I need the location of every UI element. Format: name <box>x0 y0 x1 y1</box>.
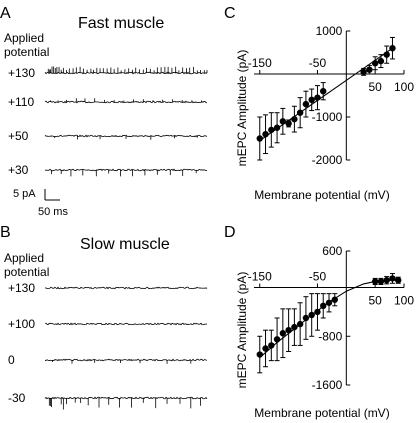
panel-c-chart: -150 -50 50 100 1000 -1000 -2000 <box>248 24 415 167</box>
current-trace <box>44 322 208 326</box>
x-tick-label: 100 <box>394 80 414 94</box>
panel-d-xlabel: Membrane potential (mV) <box>254 406 389 420</box>
data-point <box>291 115 298 123</box>
x-tick-label: 50 <box>368 80 382 94</box>
panel-c-xlabel: Membrane potential (mV) <box>254 188 389 202</box>
panel-a-header-line2: potential <box>4 45 49 59</box>
data-point <box>371 60 379 67</box>
data-point <box>302 314 310 322</box>
trace-label: +130 <box>8 281 35 295</box>
data-point <box>268 342 275 349</box>
x-tick-label: -50 <box>309 56 327 70</box>
panel-c-ylabel: mEPC Amplitude (pA) <box>235 50 249 167</box>
data-point <box>262 131 269 138</box>
panel-a-scale-bar <box>44 189 60 201</box>
fit-line <box>259 47 393 142</box>
data-point <box>273 336 281 343</box>
y-tick-label: -2000 <box>312 153 343 167</box>
data-point <box>395 277 402 284</box>
data-point <box>273 124 281 131</box>
panel-d-letter: D <box>224 224 236 241</box>
data-point <box>383 51 390 58</box>
data-point <box>256 135 263 142</box>
x-tick-label: -50 <box>309 270 327 284</box>
data-point <box>366 66 373 73</box>
panel-a-letter: A <box>0 5 11 22</box>
panel-a-title: Fast muscle <box>78 15 164 32</box>
data-point <box>279 330 287 337</box>
trace-label: +50 <box>8 129 29 143</box>
y-tick-label: -800 <box>318 329 342 343</box>
data-point <box>296 320 304 328</box>
y-tick-label: 600 <box>322 244 342 258</box>
panel-a-traces: +130 +110 +50 +30 <box>8 66 208 177</box>
data-point <box>291 323 298 331</box>
data-point <box>320 88 327 95</box>
trace-label: +100 <box>8 317 35 331</box>
data-point <box>285 326 292 334</box>
panel-b-letter: B <box>0 224 11 241</box>
panel-b-header-line1: Applied <box>4 251 44 265</box>
current-trace <box>44 100 208 104</box>
panel-c-letter: C <box>224 5 236 22</box>
panel-b-traces: +130 +100 0 -30 <box>8 281 208 410</box>
current-trace <box>44 71 208 75</box>
data-point <box>389 275 396 282</box>
current-trace <box>44 134 208 138</box>
y-tick-label: -1600 <box>312 378 343 392</box>
data-point <box>320 302 327 310</box>
trace-label: +130 <box>8 66 35 80</box>
panel-a-scale-y-label: 5 pA <box>13 188 36 200</box>
current-trace <box>44 358 208 362</box>
x-tick-label: 100 <box>394 294 414 308</box>
panel-d-chart: -150 -50 50 100 600 -800 -1600 <box>248 244 415 392</box>
panel-b-title: Slow muscle <box>80 236 170 253</box>
data-point <box>285 120 292 127</box>
data-point <box>325 299 333 306</box>
data-point <box>268 126 275 134</box>
current-trace <box>44 168 208 172</box>
panel-d-ylabel: mEPC Amplitude (pA) <box>235 272 249 389</box>
current-trace <box>44 396 208 400</box>
data-point <box>256 351 263 358</box>
data-point <box>279 118 287 125</box>
data-point <box>262 345 269 352</box>
data-point <box>302 100 310 108</box>
y-tick-label: 1000 <box>316 24 343 38</box>
fit-line <box>259 279 399 359</box>
data-point <box>389 45 396 52</box>
trace-label: +30 <box>8 163 29 177</box>
panel-b-header-line2: potential <box>4 265 49 279</box>
data-point <box>308 96 315 104</box>
data-point <box>360 68 367 76</box>
x-tick-label: 50 <box>368 294 382 308</box>
data-point <box>314 94 321 101</box>
data-point <box>331 296 338 303</box>
data-point <box>308 311 315 319</box>
x-tick-label: -150 <box>248 270 272 284</box>
data-point <box>314 308 321 316</box>
data-point <box>377 57 385 65</box>
y-tick-label: -1000 <box>312 110 343 124</box>
data-point <box>383 277 390 284</box>
data-point <box>296 109 304 116</box>
current-trace <box>44 286 208 290</box>
trace-label: -30 <box>8 391 26 405</box>
x-tick-label: -150 <box>248 56 272 70</box>
panel-a-scale-x-label: 50 ms <box>38 206 68 218</box>
trace-label: 0 <box>8 353 15 367</box>
trace-label: +110 <box>8 95 34 109</box>
data-point <box>371 278 379 285</box>
data-point <box>377 278 385 285</box>
panel-a-header-line1: Applied <box>4 31 44 45</box>
